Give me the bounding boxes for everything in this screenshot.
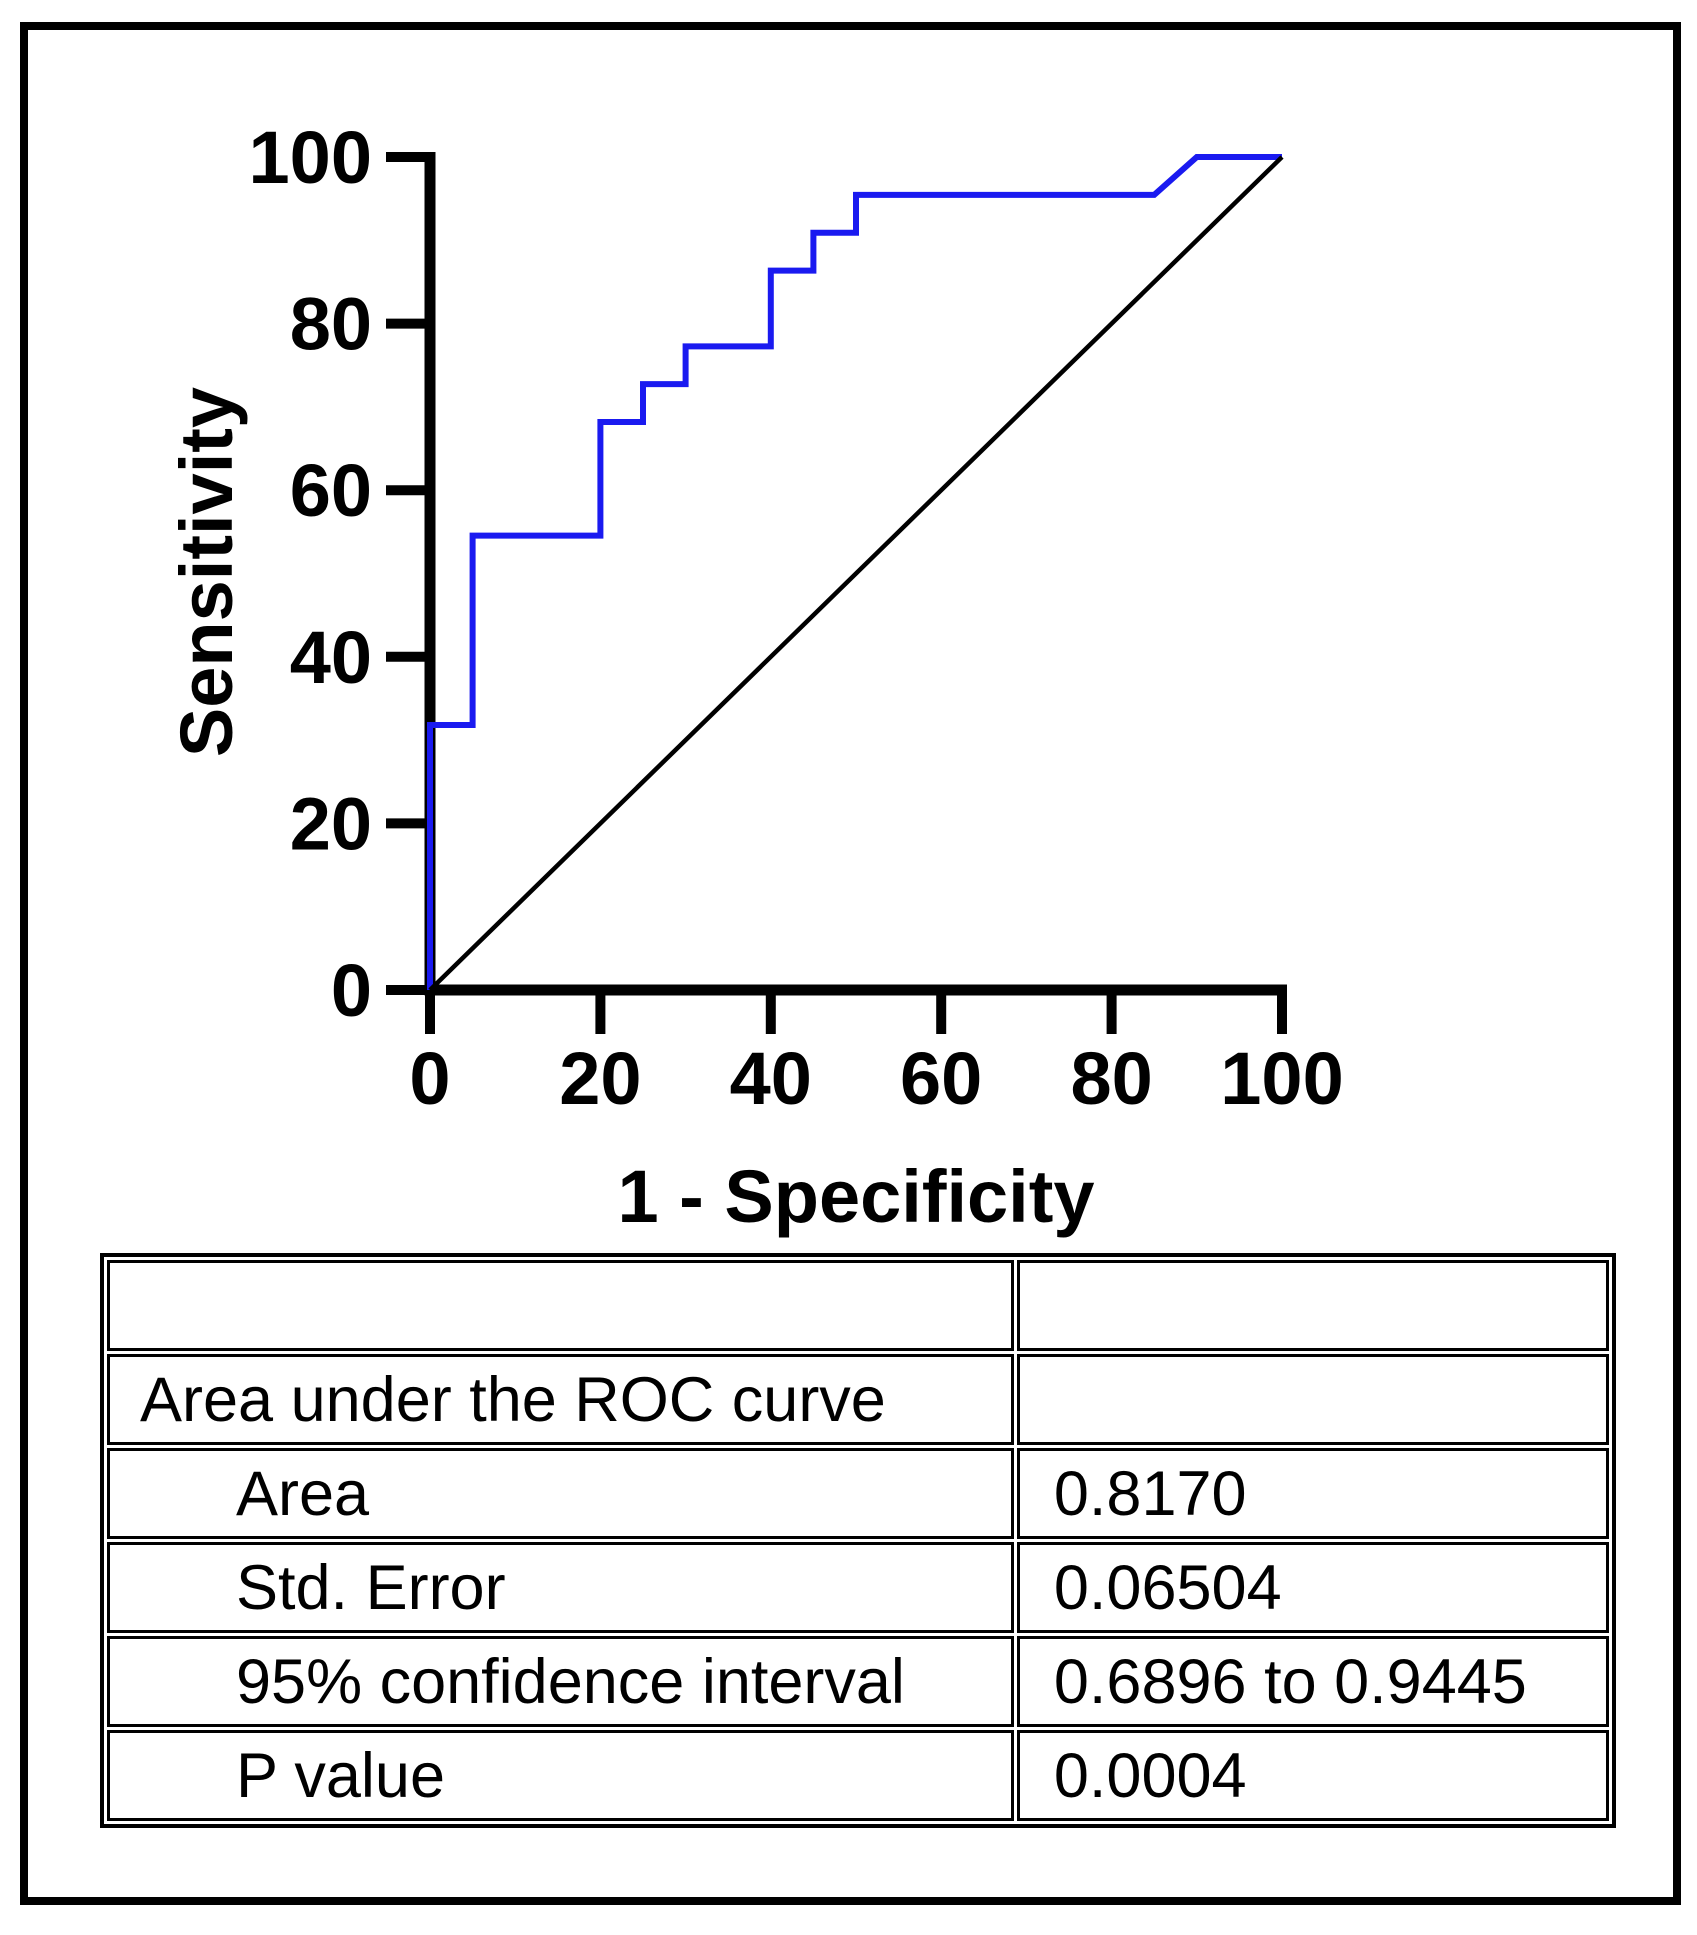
identity-line: [428, 155, 1284, 992]
x-tick-label: 60: [900, 1037, 982, 1120]
roc-chart: 0 20 40 60 80 100 0 20 40 60 80 100 1 - Specificity…: [165, 116, 1344, 1238]
auc-header-value-cell: [1016, 1354, 1609, 1445]
spacer-label-cell: [107, 1260, 1014, 1351]
table-row-p-value: P value 0.0004: [107, 1730, 1609, 1821]
table-row-confidence-interval: 95% confidence interval 0.6896 to 0.9445: [107, 1636, 1609, 1727]
table-row-area: Area 0.8170: [107, 1448, 1609, 1539]
x-tick-label: 80: [1070, 1037, 1152, 1120]
x-tick-label: 40: [730, 1037, 812, 1120]
chart-series: [427, 154, 1284, 992]
x-axis-title: 1 - Specificity: [617, 1155, 1094, 1238]
x-tick-label: 20: [559, 1037, 641, 1120]
y-tick-label: 100: [249, 116, 372, 199]
table-row-auc-header: Area under the ROC curve: [107, 1354, 1609, 1445]
ci-value-cell: 0.6896 to 0.9445: [1016, 1636, 1609, 1727]
roc-stats-table: Area under the ROC curve Area 0.8170 Std…: [100, 1253, 1616, 1828]
y-tick-label: 60: [290, 449, 372, 532]
y-tick-label: 80: [290, 283, 372, 366]
y-tick-label: 0: [331, 949, 372, 1032]
roc-curve-line: [427, 154, 1282, 990]
y-tick-label: 40: [290, 616, 372, 699]
std-error-label-cell: Std. Error: [107, 1542, 1014, 1633]
axis-ticks: 0 20 40 60 80 100 0 20 40 60 80 100: [249, 116, 1344, 1120]
y-axis-title: Sensitivity: [165, 387, 248, 757]
x-tick-label: 0: [409, 1037, 450, 1120]
p-value-label-cell: P value: [107, 1730, 1014, 1821]
figure-outer-border: [20, 22, 1681, 1905]
auc-header-cell: Area under the ROC curve: [107, 1354, 1014, 1445]
area-value-cell: 0.8170: [1016, 1448, 1609, 1539]
y-tick-label: 20: [290, 782, 372, 865]
area-label-cell: Area: [107, 1448, 1014, 1539]
p-value-value-cell: 0.0004: [1016, 1730, 1609, 1821]
table-row-std-error: Std. Error 0.06504: [107, 1542, 1609, 1633]
spacer-value-cell: [1016, 1260, 1609, 1351]
ci-label-cell: 95% confidence interval: [107, 1636, 1014, 1727]
x-tick-label: 100: [1220, 1037, 1343, 1120]
table-row-spacer: [107, 1260, 1609, 1351]
std-error-value-cell: 0.06504: [1016, 1542, 1609, 1633]
